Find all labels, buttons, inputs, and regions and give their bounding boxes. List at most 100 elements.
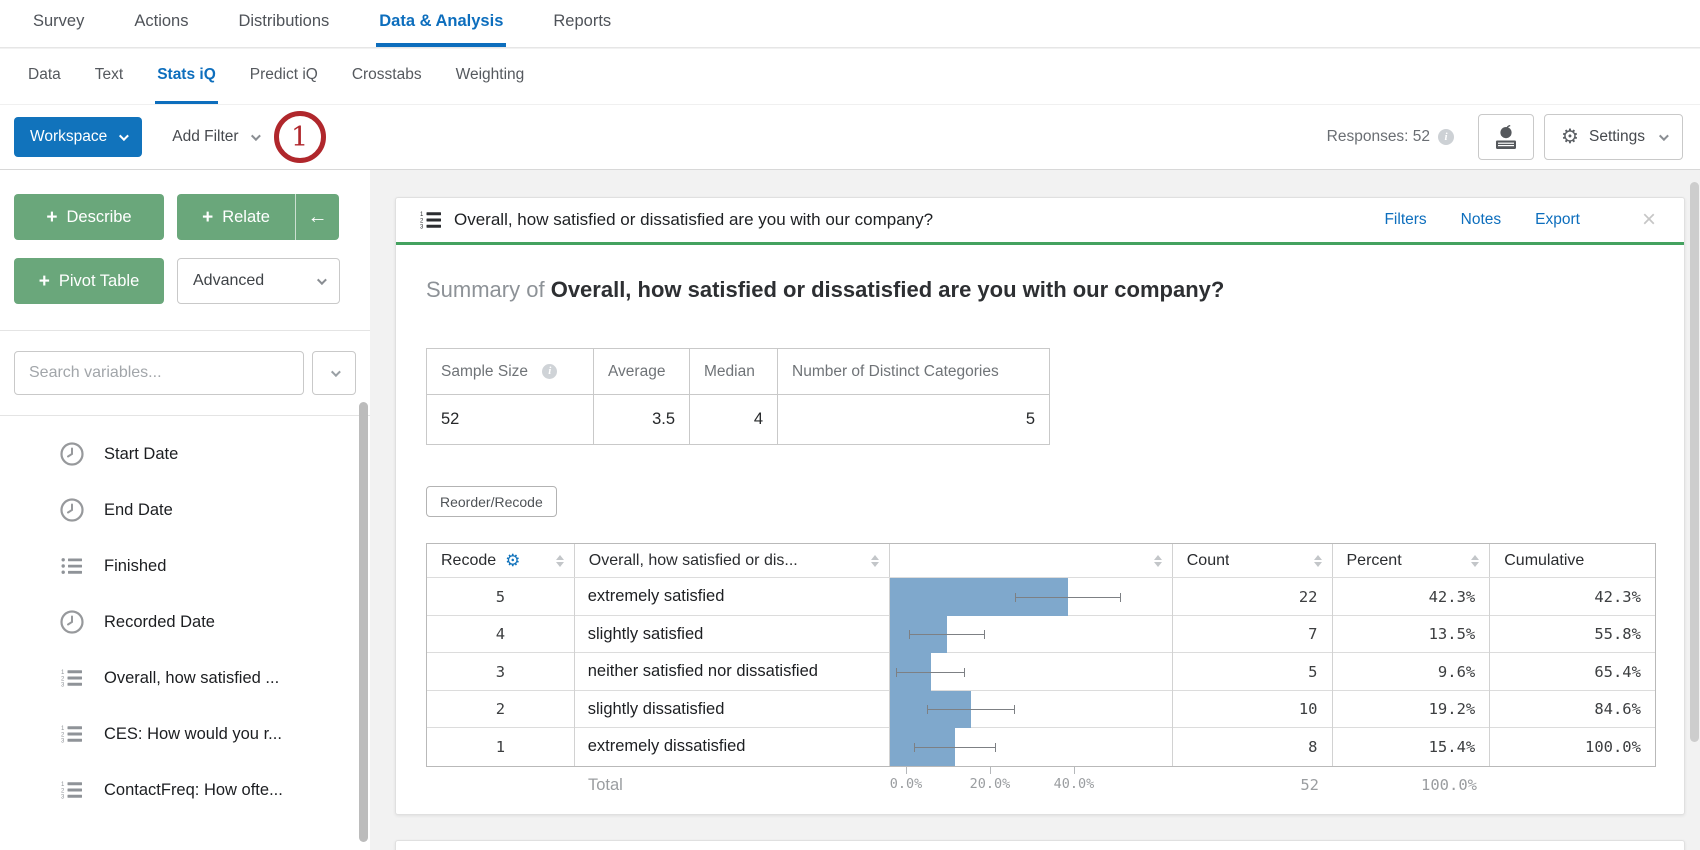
settings-button[interactable]: ⚙ Settings bbox=[1544, 114, 1683, 160]
svg-text:2: 2 bbox=[420, 218, 424, 224]
sidebar-scrollbar[interactable] bbox=[359, 402, 368, 842]
gear-icon: ⚙ bbox=[1561, 126, 1579, 148]
percent-column-header: Percent bbox=[1333, 544, 1491, 577]
summary-heading: Summary of Overall, how satisfied or dis… bbox=[426, 277, 1654, 303]
total-row: Total 0.0% 20.0% 40.0% 52 100.0% bbox=[426, 766, 1656, 804]
collapse-panel-button[interactable]: ← bbox=[295, 194, 339, 240]
notes-link[interactable]: Notes bbox=[1460, 211, 1502, 228]
frequency-table-header: Recode ⚙ Overall, how satisfied or dis..… bbox=[427, 544, 1655, 578]
card-body: Summary of Overall, how satisfied or dis… bbox=[396, 245, 1684, 804]
page-scrollbar[interactable] bbox=[1690, 182, 1699, 742]
axis-tick-mark bbox=[990, 766, 991, 774]
next-analysis-card[interactable] bbox=[395, 840, 1685, 850]
workspace-button[interactable]: Workspace bbox=[14, 117, 143, 157]
close-icon[interactable]: × bbox=[1641, 206, 1656, 233]
gear-icon[interactable]: ⚙ bbox=[505, 551, 521, 570]
svg-text:3: 3 bbox=[61, 739, 65, 743]
filters-link[interactable]: Filters bbox=[1384, 211, 1427, 228]
nav-tab-survey[interactable]: Survey bbox=[33, 12, 85, 30]
distinct-categories-header: Number of Distinct Categories bbox=[777, 348, 1050, 395]
nav-tab-actions[interactable]: Actions bbox=[134, 12, 189, 30]
pivot-table-label: Pivot Table bbox=[58, 271, 140, 290]
sidebar-search bbox=[0, 331, 370, 416]
chevron-down-icon bbox=[1658, 130, 1669, 141]
chevron-down-icon bbox=[119, 130, 130, 141]
ordered-list-icon: 1 2 3 bbox=[58, 725, 86, 743]
left-arrow-icon: ← bbox=[307, 205, 328, 228]
error-bar bbox=[1014, 592, 1121, 602]
average-header: Average bbox=[593, 348, 690, 395]
count-value: 7 bbox=[1173, 615, 1333, 653]
sort-icon[interactable] bbox=[1471, 554, 1480, 567]
plus-icon: + bbox=[46, 206, 58, 228]
category-label: slightly satisfied bbox=[575, 615, 891, 653]
median-header: Median bbox=[689, 348, 778, 395]
sample-size-value: 52 bbox=[426, 394, 594, 445]
variable-item[interactable]: 1 2 3 ContactFreq: How ofte... bbox=[0, 762, 370, 818]
variable-item[interactable]: End Date bbox=[0, 482, 370, 538]
svg-text:3: 3 bbox=[61, 683, 65, 687]
frequency-table-row[interactable]: 2 slightly dissatisfied 10 19.2% 84.6% bbox=[427, 690, 1655, 728]
nav-tab-data-analysis[interactable]: Data & Analysis bbox=[376, 0, 507, 47]
sort-icon[interactable] bbox=[1313, 554, 1322, 567]
workspace-button-label: Workspace bbox=[30, 128, 108, 145]
frequency-table-row[interactable]: 4 slightly satisfied 7 13.5% 55.8% bbox=[427, 615, 1655, 653]
relate-label: Relate bbox=[222, 207, 270, 226]
subnav-tab-text[interactable]: Text bbox=[94, 66, 124, 83]
summary-question-title: Overall, how satisfied or dissatisfied a… bbox=[550, 277, 1225, 302]
search-variables-input[interactable] bbox=[14, 351, 304, 395]
total-percent: 100.0% bbox=[1421, 776, 1477, 794]
variable-item[interactable]: Start Date bbox=[0, 426, 370, 482]
frequency-table-row[interactable]: 3 neither satisfied nor dissatisfied 5 9… bbox=[427, 653, 1655, 691]
sort-icon[interactable] bbox=[555, 554, 564, 567]
axis-tick-label: 40.0% bbox=[1053, 775, 1095, 792]
chevron-down-icon bbox=[250, 130, 261, 141]
subnav-tab-predict-iq[interactable]: Predict iQ bbox=[249, 66, 318, 83]
sort-icon[interactable] bbox=[1153, 554, 1162, 567]
subnav-tab-weighting[interactable]: Weighting bbox=[455, 66, 525, 83]
frequency-table-row[interactable]: 5 extremely satisfied 22 42.3% 42.3% bbox=[427, 578, 1655, 616]
variable-item[interactable]: 1 2 3 CES: How would you r... bbox=[0, 706, 370, 762]
describe-button[interactable]: + Describe bbox=[14, 194, 164, 240]
cumulative-value: 42.3% bbox=[1594, 587, 1641, 606]
cumulative-value: 65.4% bbox=[1594, 662, 1641, 681]
axis-tick-label: 0.0% bbox=[889, 775, 923, 792]
clock-icon bbox=[58, 609, 86, 635]
clock-icon bbox=[58, 497, 86, 523]
responses-count: Responses: 52 bbox=[1326, 128, 1431, 145]
apple-book-icon bbox=[1496, 125, 1517, 149]
subnav-tab-data[interactable]: Data bbox=[28, 66, 61, 83]
relate-button[interactable]: + Relate bbox=[177, 194, 295, 240]
search-options-button[interactable] bbox=[312, 351, 356, 395]
nav-tab-distributions[interactable]: Distributions bbox=[238, 12, 330, 30]
svg-text:2: 2 bbox=[61, 732, 65, 738]
frequency-table: Recode ⚙ Overall, how satisfied or dis..… bbox=[426, 543, 1656, 767]
variable-item[interactable]: 1 2 3 Overall, how satisfied ... bbox=[0, 650, 370, 706]
svg-text:2: 2 bbox=[61, 676, 65, 682]
recode-column-header: Recode ⚙ bbox=[427, 544, 575, 577]
add-filter-dropdown[interactable]: Add Filter bbox=[172, 128, 261, 146]
learning-resources-button[interactable] bbox=[1478, 114, 1535, 160]
distinct-categories-value: 5 bbox=[777, 394, 1050, 445]
reorder-recode-button[interactable]: Reorder/Recode bbox=[426, 486, 557, 517]
sidebar-actions: + Describe + Relate ← + Pivot Table Adva… bbox=[0, 170, 370, 331]
axis-tick-label: 20.0% bbox=[969, 775, 1011, 792]
subnav-tab-stats-iq[interactable]: Stats iQ bbox=[155, 49, 218, 104]
variable-label: Overall, how satisfied ... bbox=[104, 668, 280, 687]
pivot-table-button[interactable]: + Pivot Table bbox=[14, 258, 164, 304]
variable-item[interactable]: Recorded Date bbox=[0, 594, 370, 650]
export-link[interactable]: Export bbox=[1535, 211, 1580, 228]
plus-icon: + bbox=[202, 206, 214, 228]
top-nav: Survey Actions Distributions Data & Anal… bbox=[0, 0, 1700, 48]
subnav-tab-crosstabs[interactable]: Crosstabs bbox=[351, 66, 422, 83]
variable-item[interactable]: Finished bbox=[0, 538, 370, 594]
sort-icon[interactable] bbox=[871, 554, 880, 567]
variable-label: Start Date bbox=[104, 444, 179, 463]
advanced-dropdown[interactable]: Advanced bbox=[177, 258, 340, 304]
nav-tab-reports[interactable]: Reports bbox=[553, 12, 612, 30]
total-count: 52 bbox=[1300, 776, 1319, 794]
sample-size-header: Sample Size i bbox=[426, 348, 594, 395]
frequency-table-row[interactable]: 1 extremely dissatisfied 8 15.4% 100.0% bbox=[427, 728, 1655, 766]
info-icon[interactable]: i bbox=[1438, 129, 1455, 145]
info-icon[interactable]: i bbox=[542, 363, 558, 379]
